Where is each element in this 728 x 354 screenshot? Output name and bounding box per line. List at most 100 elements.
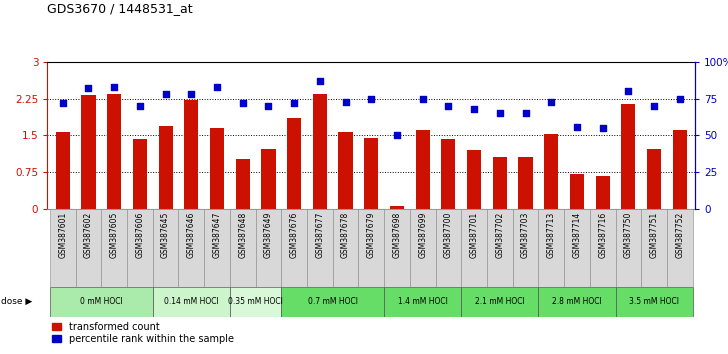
Text: GSM387701: GSM387701 bbox=[470, 212, 478, 258]
FancyBboxPatch shape bbox=[178, 209, 204, 287]
Text: GSM387698: GSM387698 bbox=[392, 212, 401, 258]
Text: 0.14 mM HOCl: 0.14 mM HOCl bbox=[164, 297, 218, 306]
Text: GSM387677: GSM387677 bbox=[315, 212, 325, 258]
FancyBboxPatch shape bbox=[667, 209, 692, 287]
Bar bbox=[159, 126, 173, 209]
Text: GSM387702: GSM387702 bbox=[495, 212, 505, 258]
Text: GSM387601: GSM387601 bbox=[58, 212, 67, 258]
FancyBboxPatch shape bbox=[50, 209, 76, 287]
Point bbox=[545, 99, 557, 104]
Text: 2.1 mM HOCl: 2.1 mM HOCl bbox=[475, 297, 525, 306]
FancyBboxPatch shape bbox=[539, 209, 564, 287]
FancyBboxPatch shape bbox=[539, 287, 616, 317]
Text: GSM387678: GSM387678 bbox=[341, 212, 350, 258]
FancyBboxPatch shape bbox=[616, 287, 692, 317]
Text: GSM387605: GSM387605 bbox=[110, 212, 119, 258]
Text: GSM387648: GSM387648 bbox=[238, 212, 248, 258]
Text: 1.4 mM HOCl: 1.4 mM HOCl bbox=[397, 297, 448, 306]
FancyBboxPatch shape bbox=[616, 209, 641, 287]
Point bbox=[340, 99, 352, 104]
FancyBboxPatch shape bbox=[384, 209, 410, 287]
FancyBboxPatch shape bbox=[590, 209, 616, 287]
Bar bbox=[570, 173, 584, 209]
Bar bbox=[132, 139, 147, 209]
Text: GSM387647: GSM387647 bbox=[213, 212, 221, 258]
FancyBboxPatch shape bbox=[462, 209, 487, 287]
Bar bbox=[236, 159, 250, 209]
Bar bbox=[107, 94, 122, 209]
Bar bbox=[673, 130, 687, 209]
Text: GSM387646: GSM387646 bbox=[187, 212, 196, 258]
Point bbox=[365, 96, 377, 102]
FancyBboxPatch shape bbox=[153, 209, 178, 287]
Text: 2.8 mM HOCl: 2.8 mM HOCl bbox=[552, 297, 602, 306]
FancyBboxPatch shape bbox=[281, 287, 384, 317]
Point bbox=[674, 96, 686, 102]
Point bbox=[443, 103, 454, 109]
Text: GSM387750: GSM387750 bbox=[624, 212, 633, 258]
FancyBboxPatch shape bbox=[435, 209, 462, 287]
Point bbox=[417, 96, 429, 102]
Text: GSM387751: GSM387751 bbox=[649, 212, 659, 258]
Point bbox=[237, 100, 248, 106]
Text: GSM387679: GSM387679 bbox=[367, 212, 376, 258]
FancyBboxPatch shape bbox=[384, 287, 462, 317]
FancyBboxPatch shape bbox=[410, 209, 435, 287]
FancyBboxPatch shape bbox=[358, 209, 384, 287]
FancyBboxPatch shape bbox=[487, 209, 513, 287]
Bar bbox=[416, 130, 430, 209]
FancyBboxPatch shape bbox=[127, 209, 153, 287]
Legend: transformed count, percentile rank within the sample: transformed count, percentile rank withi… bbox=[52, 322, 234, 344]
Point bbox=[314, 78, 325, 84]
FancyBboxPatch shape bbox=[281, 209, 307, 287]
Point bbox=[468, 106, 480, 112]
FancyBboxPatch shape bbox=[230, 209, 256, 287]
Point bbox=[108, 84, 120, 90]
Bar bbox=[313, 94, 327, 209]
Text: GSM387676: GSM387676 bbox=[290, 212, 298, 258]
FancyBboxPatch shape bbox=[256, 209, 281, 287]
Bar bbox=[518, 158, 533, 209]
Text: GSM387713: GSM387713 bbox=[547, 212, 555, 258]
FancyBboxPatch shape bbox=[153, 287, 230, 317]
Text: GSM387645: GSM387645 bbox=[161, 212, 170, 258]
FancyBboxPatch shape bbox=[513, 209, 539, 287]
Bar bbox=[82, 95, 95, 209]
Text: 0 mM HOCl: 0 mM HOCl bbox=[80, 297, 123, 306]
Point bbox=[520, 110, 531, 116]
Bar bbox=[210, 128, 224, 209]
Text: GSM387606: GSM387606 bbox=[135, 212, 144, 258]
FancyBboxPatch shape bbox=[101, 209, 127, 287]
Bar bbox=[390, 206, 404, 209]
Bar bbox=[261, 149, 275, 209]
FancyBboxPatch shape bbox=[76, 209, 101, 287]
Bar bbox=[545, 135, 558, 209]
Text: GSM387703: GSM387703 bbox=[521, 212, 530, 258]
Point bbox=[597, 125, 609, 131]
Bar bbox=[493, 158, 507, 209]
Bar bbox=[621, 104, 636, 209]
Point bbox=[391, 132, 403, 138]
Text: GSM387649: GSM387649 bbox=[264, 212, 273, 258]
FancyBboxPatch shape bbox=[564, 209, 590, 287]
Point bbox=[648, 103, 660, 109]
Text: 0.7 mM HOCl: 0.7 mM HOCl bbox=[308, 297, 357, 306]
Bar bbox=[339, 132, 352, 209]
Text: GSM387602: GSM387602 bbox=[84, 212, 93, 258]
Bar bbox=[287, 118, 301, 209]
Text: GDS3670 / 1448531_at: GDS3670 / 1448531_at bbox=[47, 2, 193, 15]
Point bbox=[263, 103, 274, 109]
Bar bbox=[364, 138, 379, 209]
Text: GSM387714: GSM387714 bbox=[572, 212, 582, 258]
Bar bbox=[184, 100, 198, 209]
Point bbox=[57, 100, 68, 106]
Point bbox=[211, 84, 223, 90]
Point bbox=[186, 91, 197, 97]
Text: GSM387752: GSM387752 bbox=[676, 212, 684, 258]
Point bbox=[83, 86, 95, 91]
FancyBboxPatch shape bbox=[333, 209, 358, 287]
Point bbox=[134, 103, 146, 109]
Text: GSM387700: GSM387700 bbox=[444, 212, 453, 258]
Point bbox=[494, 110, 506, 116]
Bar bbox=[55, 132, 70, 209]
